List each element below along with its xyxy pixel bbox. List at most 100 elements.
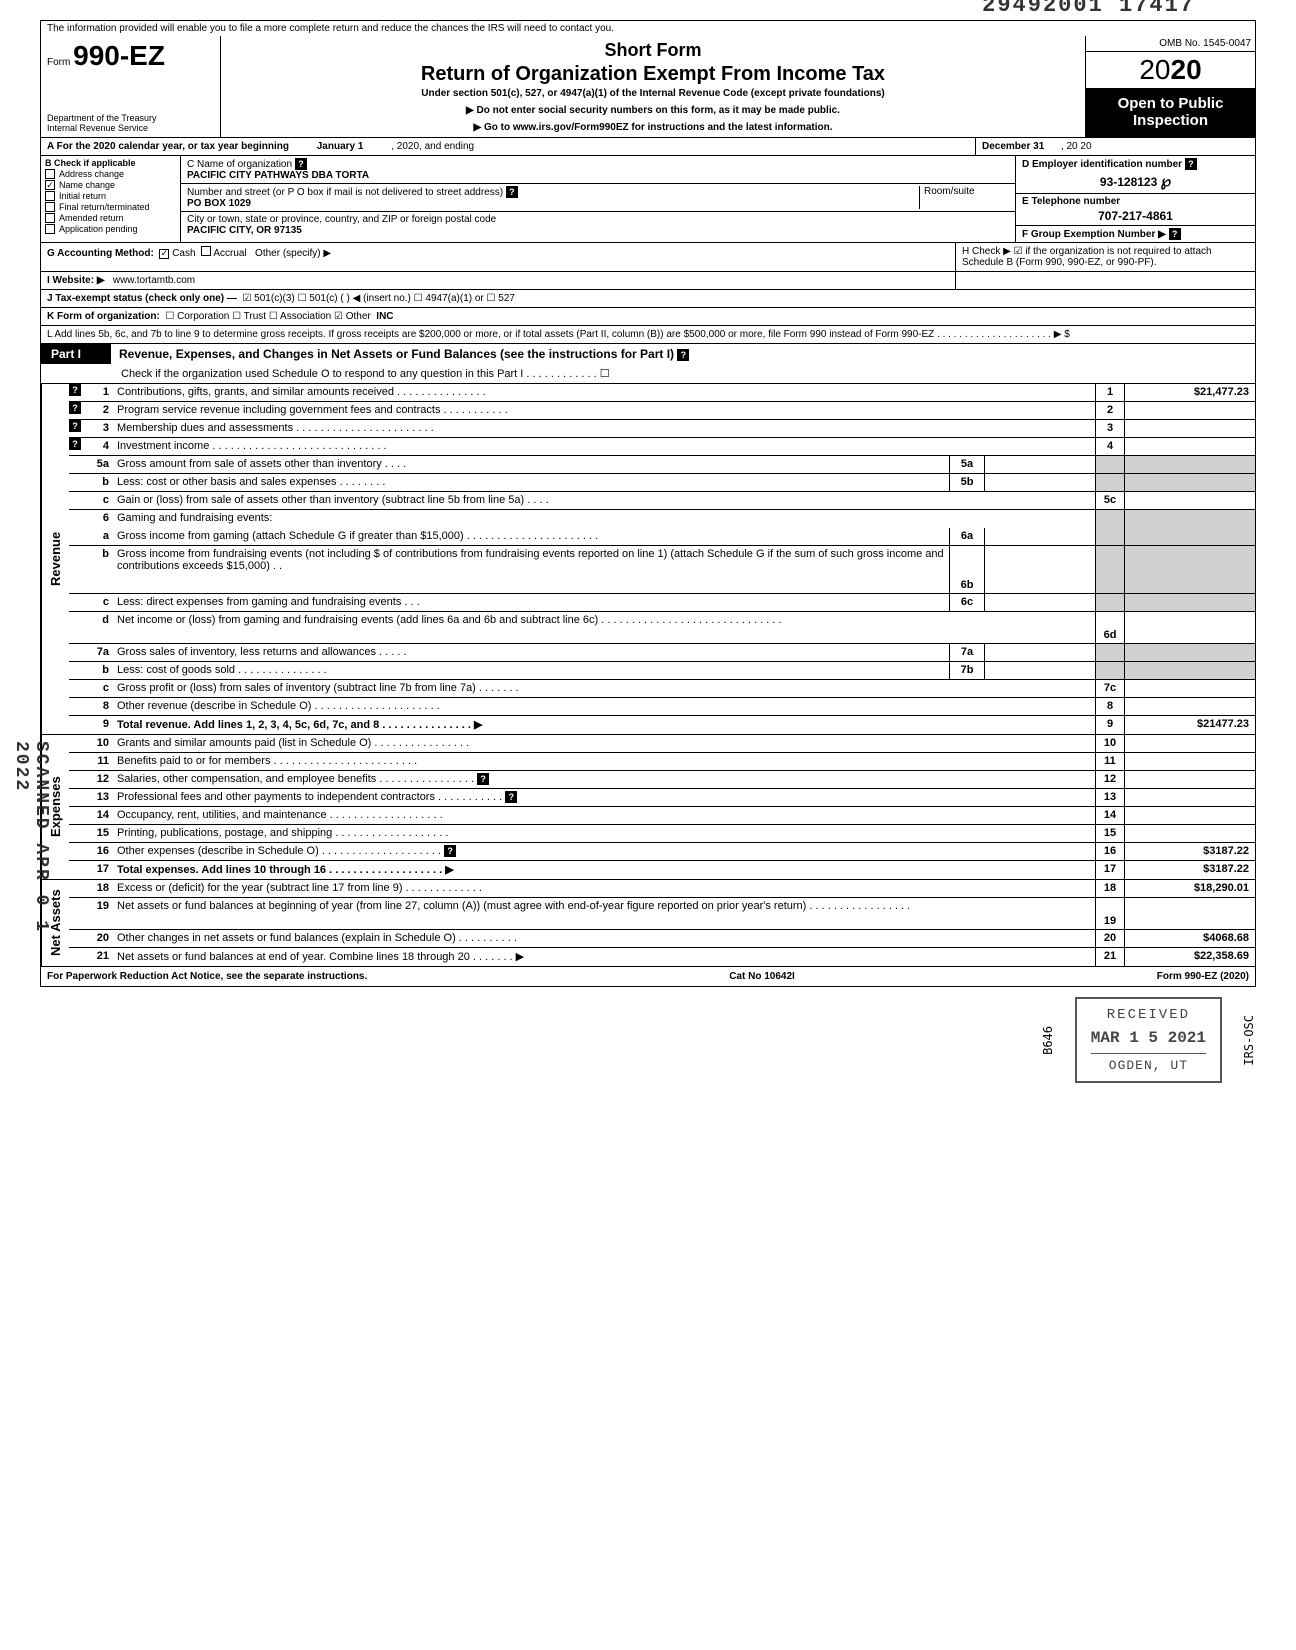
top-note: The information provided will enable you… <box>41 21 1255 36</box>
line-21: 21 Net assets or fund balances at end of… <box>69 948 1255 966</box>
net-assets-section: Net Assets 18 Excess or (deficit) for th… <box>41 880 1255 967</box>
open-to-public: Open to Public Inspection <box>1086 89 1255 137</box>
instr-url: ▶ Go to www.irs.gov/Form990EZ for instru… <box>229 122 1077 133</box>
section-e: E Telephone number 707-217-4861 <box>1016 194 1255 226</box>
line-6c: c Less: direct expenses from gaming and … <box>69 594 1255 612</box>
line-14: 14 Occupancy, rent, utilities, and maint… <box>69 807 1255 825</box>
ein-value: 93-128123 ℘ <box>1022 172 1249 191</box>
section-h: H Check ▶ ☑ if the organization is not r… <box>955 243 1255 271</box>
room-suite: Room/suite <box>919 186 1009 209</box>
chk-final-return[interactable]: Final return/terminated <box>45 202 176 212</box>
chk-name-change[interactable]: ✓Name change <box>45 180 176 190</box>
form-page: 29492001 17417 SCANNED APR 0 1 2022 The … <box>40 20 1256 987</box>
dln-stamp: 29492001 17417 <box>982 0 1195 18</box>
line-7c: c Gross profit or (loss) from sales of i… <box>69 680 1255 698</box>
line-7b: b Less: cost of goods sold . . . . . . .… <box>69 662 1255 680</box>
line-6d: d Net income or (loss) from gaming and f… <box>69 612 1255 644</box>
header-left: Form 990-EZ Department of the Treasury I… <box>41 36 221 137</box>
org-name: PACIFIC CITY PATHWAYS DBA TORTA <box>187 170 369 181</box>
page-footer: For Paperwork Reduction Act Notice, see … <box>41 967 1255 986</box>
row-a: A For the 2020 calendar year, or tax yea… <box>41 138 1255 156</box>
line-7a: 7a Gross sales of inventory, less return… <box>69 644 1255 662</box>
row-g-h: G Accounting Method: ✓ Cash Accrual Othe… <box>41 243 1255 272</box>
row-l: L Add lines 5b, 6c, and 7b to line 9 to … <box>41 326 1255 344</box>
help-icon[interactable]: ? <box>506 186 518 198</box>
paperwork-notice: For Paperwork Reduction Act Notice, see … <box>47 971 367 982</box>
row-j: J Tax-exempt status (check only one) — ☑… <box>41 290 1255 308</box>
help-icon[interactable]: ? <box>1169 228 1181 240</box>
subtitle: Under section 501(c), 527, or 4947(a)(1)… <box>229 88 1077 99</box>
line-8: 8 Other revenue (describe in Schedule O)… <box>69 698 1255 716</box>
cat-no: Cat No 10642I <box>729 971 795 982</box>
instr-ssn: ▶ Do not enter social security numbers o… <box>229 105 1077 116</box>
chk-cash[interactable]: ✓ <box>159 249 169 259</box>
header-right: OMB No. 1545-0047 2020 Open to Public In… <box>1085 36 1255 137</box>
section-d: D Employer identification number ? 93-12… <box>1016 156 1255 194</box>
line-19: 19 Net assets or fund balances at beginn… <box>69 898 1255 930</box>
help-icon[interactable]: ? <box>477 773 489 785</box>
line-5a: 5a Gross amount from sale of assets othe… <box>69 456 1255 474</box>
stamps-area: B646 RECEIVED MAR 1 5 2021 OGDEN, UT IRS… <box>40 997 1256 1083</box>
line-1: ? 1 Contributions, gifts, grants, and si… <box>69 384 1255 402</box>
expenses-label: Expenses <box>41 735 69 879</box>
line-5b: b Less: cost or other basis and sales ex… <box>69 474 1255 492</box>
section-f: F Group Exemption Number ▶ ? <box>1016 226 1255 242</box>
help-icon[interactable]: ? <box>69 384 81 396</box>
revenue-section: Revenue ? 1 Contributions, gifts, grants… <box>41 384 1255 735</box>
stamp-irs-osc: IRS-OSC <box>1242 1015 1256 1066</box>
main-title: Return of Organization Exempt From Incom… <box>229 63 1077 86</box>
received-stamp: RECEIVED MAR 1 5 2021 OGDEN, UT <box>1075 997 1222 1083</box>
org-city: PACIFIC CITY, OR 97135 <box>187 225 302 236</box>
dept-treasury: Department of the Treasury Internal Reve… <box>47 113 214 133</box>
line-6b: b Gross income from fundraising events (… <box>69 546 1255 594</box>
website-value: www.tortamtb.com <box>113 275 195 286</box>
help-icon[interactable]: ? <box>69 420 81 432</box>
revenue-label: Revenue <box>41 384 69 734</box>
line-11: 11 Benefits paid to or for members . . .… <box>69 753 1255 771</box>
chk-amended[interactable]: Amended return <box>45 213 176 223</box>
form-ref: Form 990-EZ (2020) <box>1157 971 1249 982</box>
form-header: Form 990-EZ Department of the Treasury I… <box>41 36 1255 138</box>
section-bcdef: B Check if applicable Address change ✓Na… <box>41 156 1255 243</box>
help-icon[interactable]: ? <box>677 349 689 361</box>
help-icon[interactable]: ? <box>295 158 307 170</box>
row-i: I Website: ▶ www.tortamtb.com <box>41 272 1255 290</box>
line-15: 15 Printing, publications, postage, and … <box>69 825 1255 843</box>
help-icon[interactable]: ? <box>69 438 81 450</box>
help-icon[interactable]: ? <box>1185 158 1197 170</box>
line-13: 13 Professional fees and other payments … <box>69 789 1255 807</box>
line-17: 17 Total expenses. Add lines 10 through … <box>69 861 1255 879</box>
line-10: 10 Grants and similar amounts paid (list… <box>69 735 1255 753</box>
chk-application-pending[interactable]: Application pending <box>45 224 176 234</box>
org-address: PO BOX 1029 <box>187 198 251 209</box>
chk-accrual[interactable] <box>201 246 211 256</box>
line-16: 16 Other expenses (describe in Schedule … <box>69 843 1255 861</box>
chk-initial-return[interactable]: Initial return <box>45 191 176 201</box>
header-center: Short Form Return of Organization Exempt… <box>221 36 1085 137</box>
form-number: Form 990-EZ <box>47 40 214 72</box>
help-icon[interactable]: ? <box>444 845 456 857</box>
row-k: K Form of organization: ☐ Corporation ☐ … <box>41 308 1255 326</box>
net-assets-label: Net Assets <box>41 880 69 966</box>
line-20: 20 Other changes in net assets or fund b… <box>69 930 1255 948</box>
help-icon[interactable]: ? <box>505 791 517 803</box>
omb-number: OMB No. 1545-0047 <box>1086 36 1255 52</box>
short-form-label: Short Form <box>229 40 1077 61</box>
stamp-b646: B646 <box>1041 1026 1055 1055</box>
line-6: 6 Gaming and fundraising events: <box>69 510 1255 528</box>
line-12: 12 Salaries, other compensation, and emp… <box>69 771 1255 789</box>
line-6a: a Gross income from gaming (attach Sched… <box>69 528 1255 546</box>
line-18: 18 Excess or (deficit) for the year (sub… <box>69 880 1255 898</box>
part-i-header: Part I Revenue, Expenses, and Changes in… <box>41 344 1255 364</box>
line-4: ? 4 Investment income . . . . . . . . . … <box>69 438 1255 456</box>
col-c: C Name of organization ? PACIFIC CITY PA… <box>181 156 1015 242</box>
line-5c: c Gain or (loss) from sale of assets oth… <box>69 492 1255 510</box>
line-9: 9 Total revenue. Add lines 1, 2, 3, 4, 5… <box>69 716 1255 734</box>
expenses-section: Expenses 10 Grants and similar amounts p… <box>41 735 1255 880</box>
phone-value: 707-217-4861 <box>1022 209 1249 223</box>
tax-year: 2020 <box>1086 52 1255 89</box>
col-de: D Employer identification number ? 93-12… <box>1015 156 1255 242</box>
help-icon[interactable]: ? <box>69 402 81 414</box>
line-2: ? 2 Program service revenue including go… <box>69 402 1255 420</box>
chk-address-change[interactable]: Address change <box>45 169 176 179</box>
